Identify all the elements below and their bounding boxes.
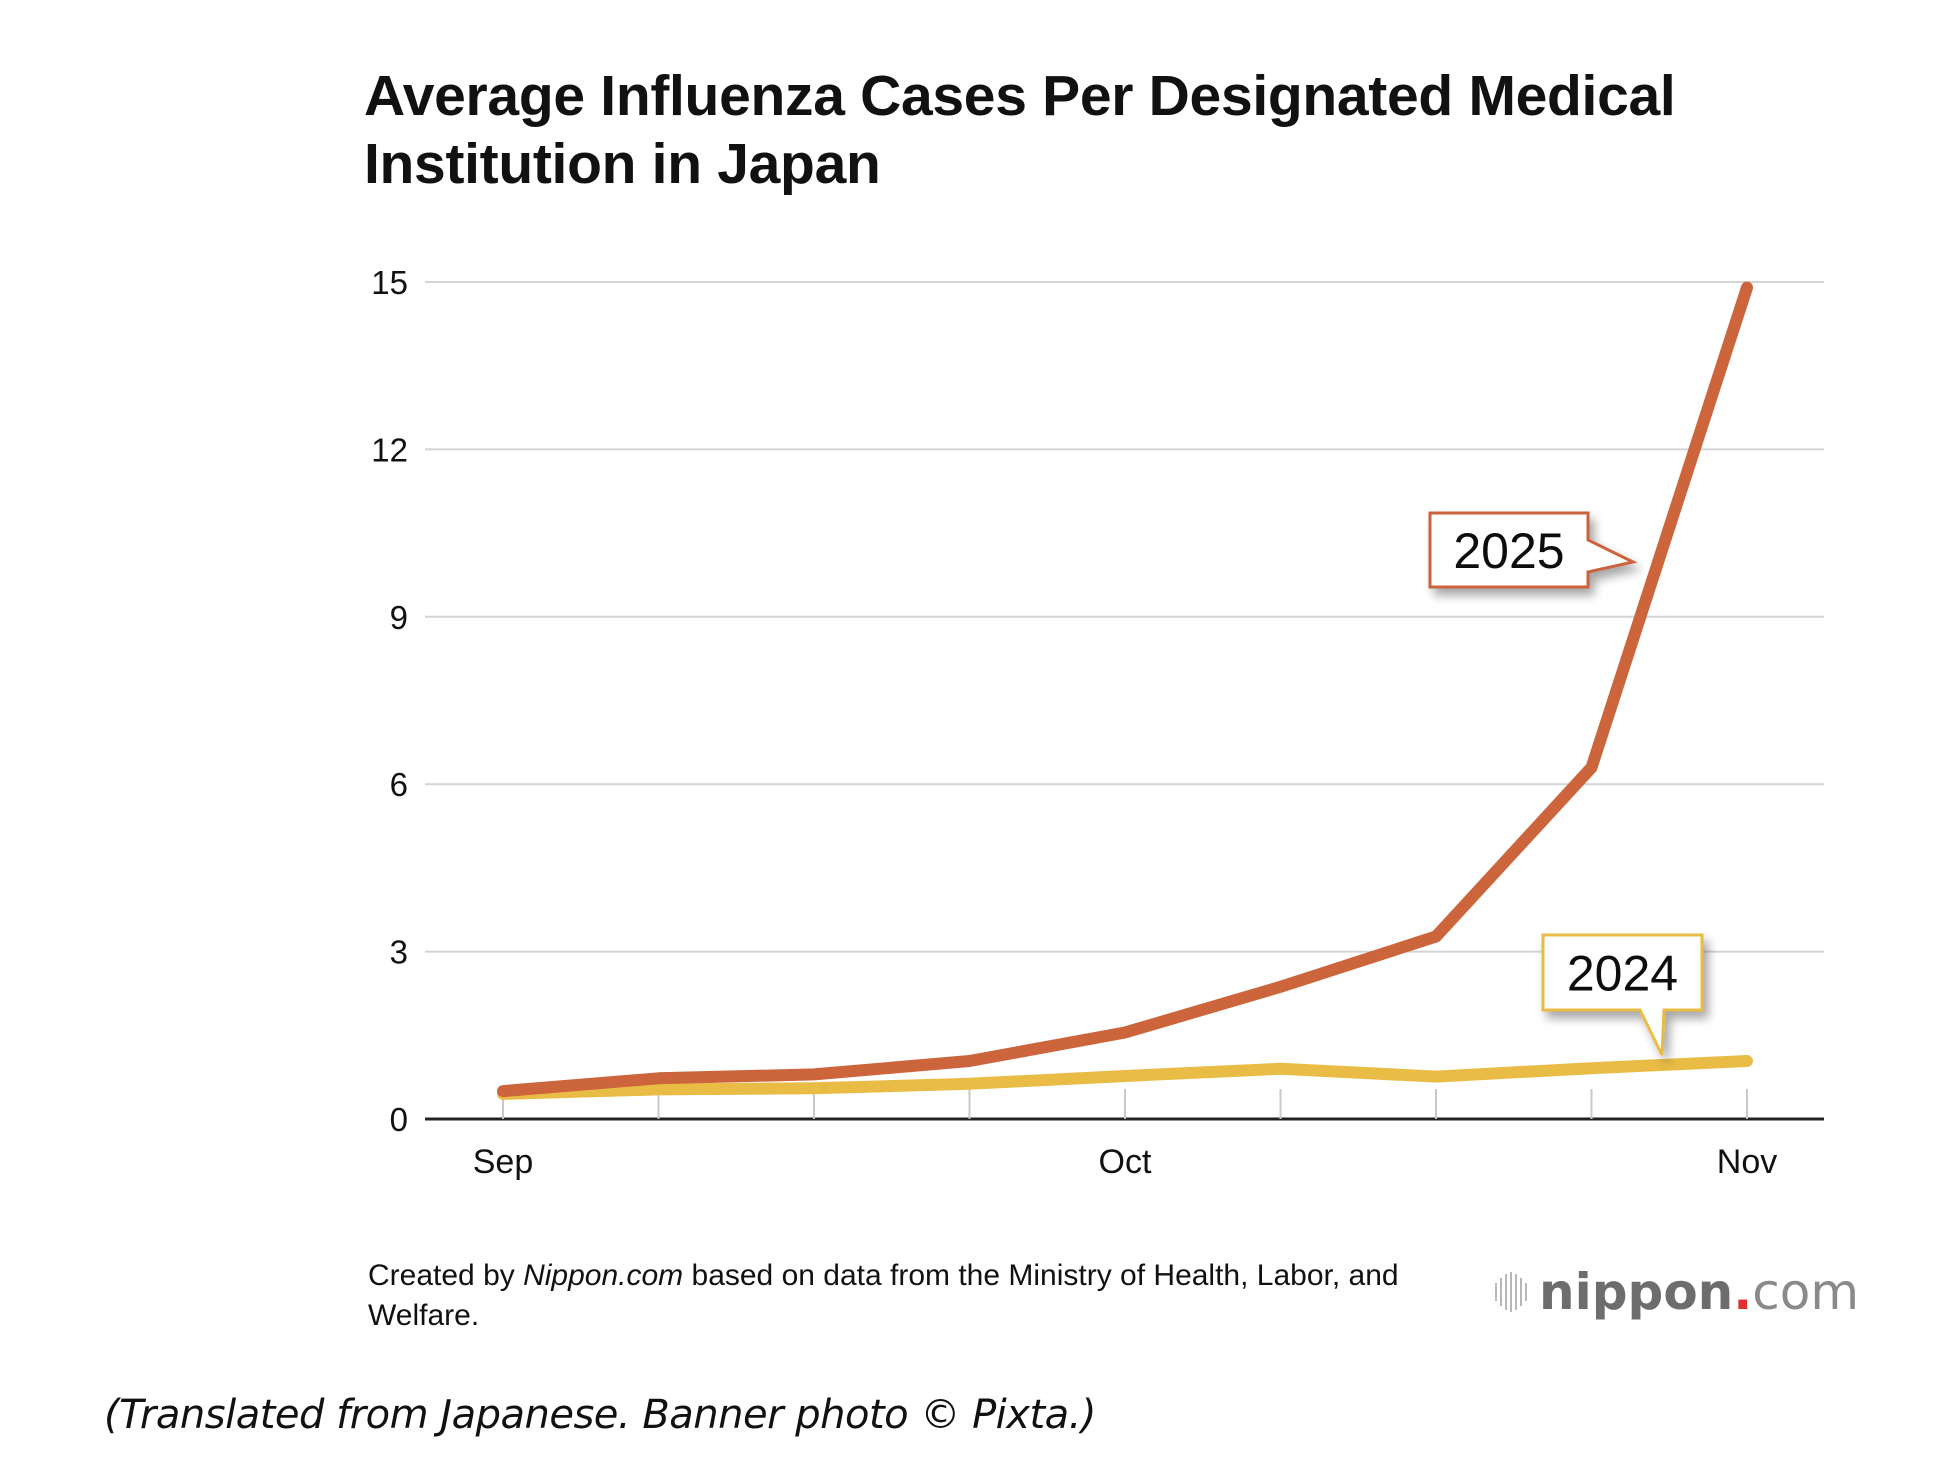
- x-tick-label: Oct: [1099, 1143, 1152, 1181]
- logo-tld: com: [1752, 1263, 1860, 1321]
- y-tick-label: 0: [390, 1101, 408, 1138]
- x-tick-label: Nov: [1717, 1143, 1777, 1181]
- series-line-2025: [497, 281, 1753, 1098]
- x-tick-label: Sep: [473, 1143, 534, 1181]
- source-note: Created by Nippon.com based on data from…: [368, 1256, 1468, 1336]
- y-axis-labels: 0 3 6 9 12 15: [371, 264, 408, 1138]
- source-publisher: Nippon.com: [523, 1259, 684, 1292]
- series-lines: [497, 281, 1753, 1100]
- series-callouts: 2025 2024: [1428, 511, 1704, 1056]
- callout-label: 2024: [1567, 946, 1678, 1002]
- x-axis-labels: Sep Oct Nov: [473, 1143, 1777, 1181]
- logo-brand: nippon: [1539, 1263, 1734, 1321]
- callout-box: [1541, 933, 1704, 1056]
- sound-bars-icon: [1495, 1272, 1527, 1312]
- y-tick-label: 9: [390, 599, 408, 636]
- source-prefix: Created by: [368, 1259, 524, 1292]
- callout-label: 2025: [1453, 523, 1564, 579]
- y-tick-label: 6: [390, 766, 408, 803]
- nippon-logo: nippon.com: [1495, 1262, 1859, 1322]
- logo-dot: .: [1733, 1263, 1753, 1321]
- chart-title: Average Influenza Cases Per Designated M…: [364, 64, 1676, 196]
- source-suffix: based on data from the Ministry of Healt…: [368, 1259, 1399, 1332]
- callout-box: [1428, 511, 1638, 589]
- series-line-2024: [497, 1055, 1753, 1100]
- callout-2025: 2025: [1428, 511, 1638, 589]
- logo-wordmark: nippon.com: [1539, 1262, 1859, 1322]
- photo-caption: (Translated from Japanese. Banner photo …: [104, 1392, 1096, 1438]
- callout-2024: 2024: [1541, 933, 1704, 1056]
- y-tick-label: 15: [371, 264, 408, 301]
- y-tick-label: 3: [390, 934, 408, 971]
- y-tick-label: 12: [371, 431, 408, 468]
